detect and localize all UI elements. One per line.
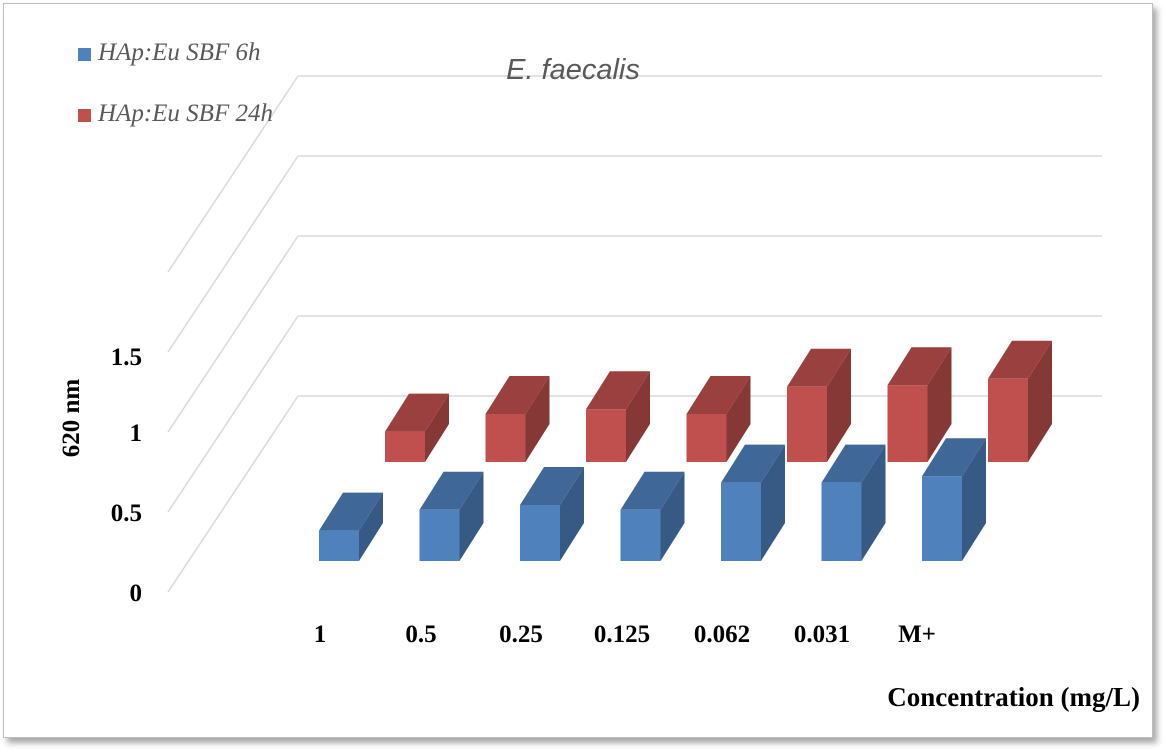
bar-top	[419, 471, 484, 510]
bar-side	[827, 348, 851, 462]
x-axis-title: Concentration (mg/L)	[887, 682, 1140, 712]
gridline-diagonal	[167, 315, 299, 513]
bar-front	[319, 530, 359, 561]
bar-6h	[821, 444, 886, 561]
bar-24h	[586, 371, 650, 462]
bar-24h	[686, 376, 751, 462]
bar-side	[962, 438, 986, 561]
bar-6h	[520, 467, 584, 561]
bar-side	[560, 467, 584, 561]
bar-side	[726, 376, 751, 462]
bar-front	[586, 409, 626, 462]
gridline-diagonal	[167, 395, 299, 593]
bar-top	[485, 376, 550, 414]
bar-front	[887, 385, 928, 462]
y-axis-title: 620 nm	[58, 379, 85, 458]
x-tick-label: 0.25	[499, 621, 543, 648]
bar-side	[927, 347, 952, 462]
bar-24h	[385, 393, 449, 462]
bar-top	[787, 348, 851, 387]
bar-top	[988, 340, 1052, 379]
bar-front	[485, 414, 526, 462]
x-tick-label: M+	[898, 621, 936, 648]
bar-side	[1028, 340, 1052, 462]
y-tick-label: 1	[130, 420, 143, 447]
bar-top	[385, 393, 449, 432]
gridline-diagonal	[167, 75, 299, 273]
legend-swatch	[78, 109, 91, 122]
legend-swatch	[78, 48, 91, 61]
bar-top	[319, 492, 383, 531]
bar-front	[686, 414, 727, 462]
bar-top	[620, 471, 685, 510]
y-tick-label: 0	[130, 580, 143, 607]
bar-6h	[620, 471, 685, 561]
bar-side	[425, 393, 449, 462]
bar-top	[887, 347, 952, 386]
legend-label: HAp:Eu SBF 24h	[97, 100, 273, 127]
legend-label: HAp:Eu SBF 6h	[97, 39, 260, 66]
gridline-diagonal	[167, 155, 299, 353]
bar-top	[922, 438, 986, 477]
bar-side	[626, 371, 650, 462]
bar-front	[922, 476, 962, 561]
bar-side	[761, 444, 785, 561]
bar-6h	[922, 438, 986, 561]
bar-side	[459, 471, 484, 561]
bar-front	[721, 482, 761, 561]
x-tick-label: 0.062	[694, 621, 750, 648]
bar-6h	[721, 444, 785, 561]
bar-top	[721, 444, 785, 483]
bar-24h	[988, 340, 1052, 462]
x-tick-label: 0.5	[405, 621, 436, 648]
bar-24h	[887, 347, 952, 462]
bar-front	[520, 505, 560, 561]
bar-top	[586, 371, 650, 410]
x-tick-label: 0.031	[794, 621, 850, 648]
bar-24h	[485, 376, 550, 462]
y-tick-label: 0.5	[111, 500, 142, 527]
bar-side	[525, 376, 550, 462]
bar-6h	[319, 492, 383, 561]
bar-top	[821, 444, 886, 483]
chart-title: E. faecalis	[506, 54, 640, 86]
bar-side	[660, 471, 685, 561]
x-tick-label: 1	[314, 621, 327, 648]
bar-top	[686, 376, 751, 414]
bar-front	[620, 509, 661, 561]
gridline-diagonal	[167, 235, 299, 433]
bar-6h	[419, 471, 484, 561]
bar-front	[988, 378, 1028, 462]
y-tick-label: 1.5	[111, 344, 142, 371]
bar-top	[520, 467, 584, 505]
bar-front	[787, 386, 827, 462]
x-tick-label: 0.125	[594, 621, 650, 648]
bar-side	[861, 444, 886, 561]
bar-front	[419, 509, 460, 561]
bar-24h	[787, 348, 851, 462]
chart-frame	[3, 3, 1153, 738]
bar-side	[359, 492, 383, 561]
bar-front	[821, 482, 862, 561]
bar-front	[385, 431, 425, 462]
